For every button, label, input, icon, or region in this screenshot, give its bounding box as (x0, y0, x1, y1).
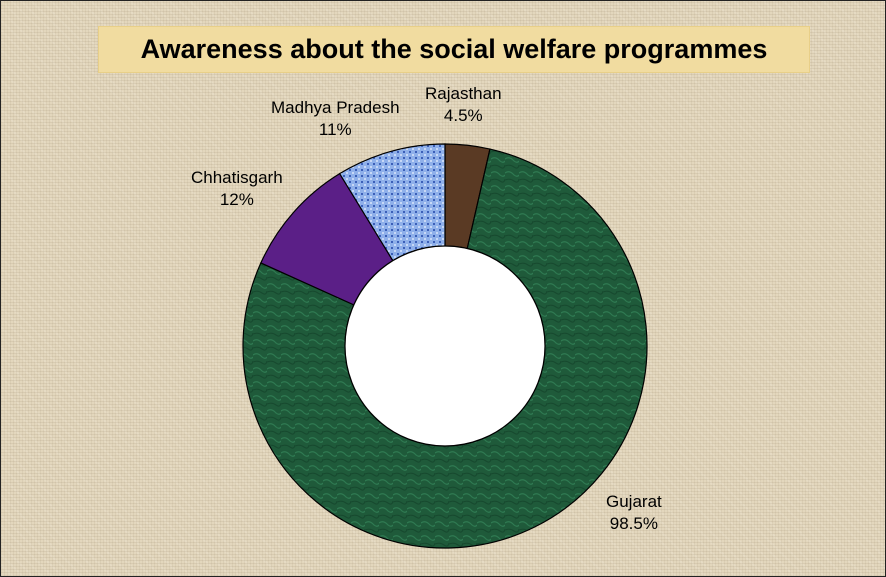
label-chhatisgarh-value: 12% (219, 190, 254, 209)
chart-title: Awareness about the social welfare progr… (140, 34, 768, 64)
donut-hole (344, 245, 546, 447)
label-gujarat-value: 98.5% (609, 514, 658, 533)
data-label-chhatisgarh: Chhatisgarh 12% (191, 167, 283, 211)
data-label-madhya-pradesh: Madhya Pradesh 11% (271, 97, 400, 141)
chart-title-box: Awareness about the social welfare progr… (98, 26, 810, 73)
label-madhya-pradesh-name: Madhya Pradesh (271, 98, 400, 117)
label-rajasthan-value: 4.5% (443, 106, 483, 125)
label-madhya-pradesh-value: 11% (318, 120, 352, 139)
label-rajasthan-name: Rajasthan (425, 84, 502, 103)
label-chhatisgarh-name: Chhatisgarh (191, 168, 283, 187)
data-label-rajasthan: Rajasthan 4.5% (425, 83, 502, 127)
data-label-gujarat: Gujarat 98.5% (606, 491, 662, 535)
label-gujarat-name: Gujarat (606, 492, 662, 511)
